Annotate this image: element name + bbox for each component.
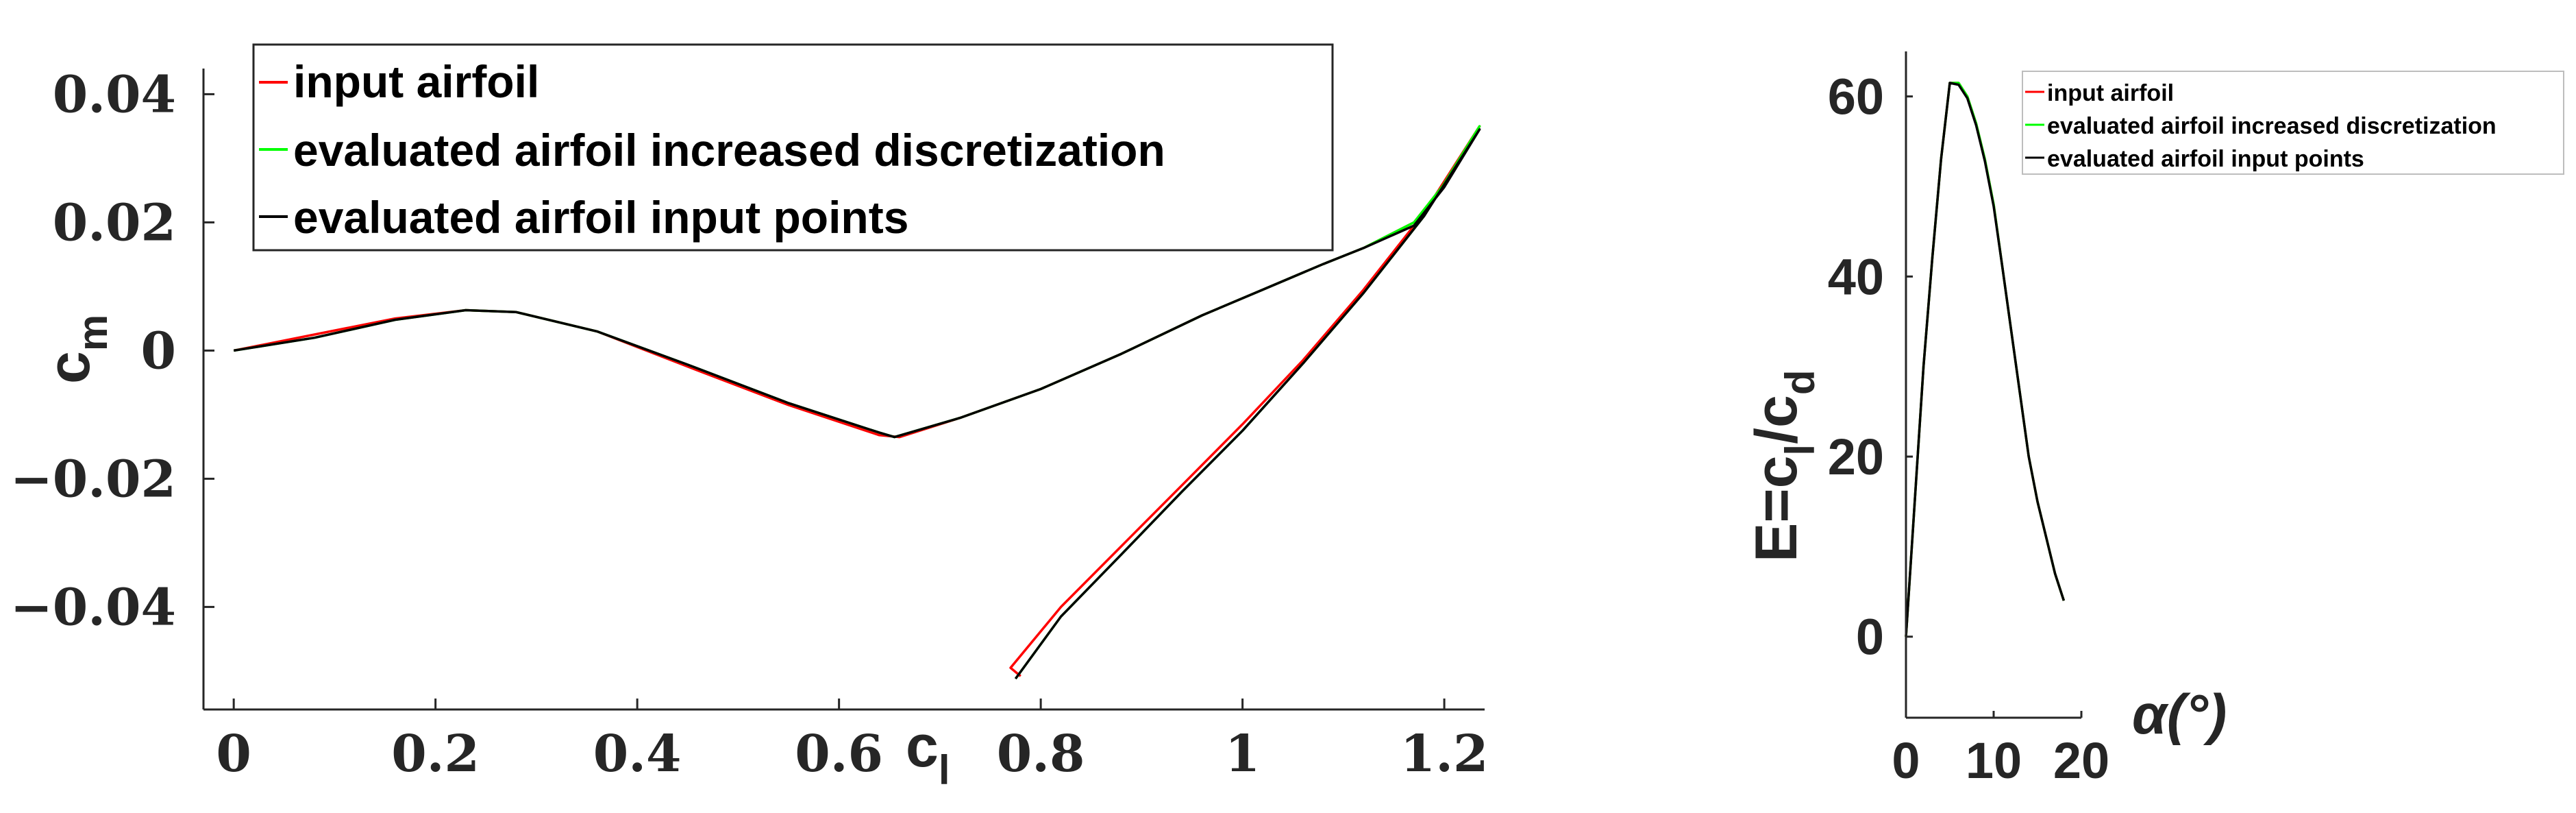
cl-cm-x-tick-labels: 0 0.2 0.4 0.6 0.8 1 1.2 bbox=[216, 725, 1488, 784]
efficiency-axes bbox=[1905, 51, 2083, 719]
efficiency-legend-label-input: input airfoil bbox=[2047, 80, 2174, 106]
efficiency-legend-label-input-points: evaluated airfoil input points bbox=[2047, 146, 2364, 172]
efficiency-series-group bbox=[1905, 82, 2066, 637]
cl-cm-axes bbox=[202, 69, 1485, 711]
cl-cm-y-tick-label: 0 bbox=[141, 321, 177, 380]
efficiency-y-tick-labels: 0 20 40 60 bbox=[1828, 69, 1884, 666]
cl-cm-y-tick-label: 0.04 bbox=[53, 65, 176, 124]
efficiency-x-tick-label: 20 bbox=[2053, 732, 2109, 789]
cl-cm-x-tick-label: 1 bbox=[1225, 725, 1261, 784]
cl-cm-y-axis-label: cm bbox=[36, 315, 116, 384]
efficiency-y-tick-label: 0 bbox=[1856, 609, 1884, 666]
efficiency-legend-box bbox=[2022, 71, 2564, 175]
cl-cm-x-axis-label: cl bbox=[906, 714, 950, 793]
cl-cm-x-tick-label: 1.2 bbox=[1400, 725, 1489, 784]
efficiency-series-input-points bbox=[1905, 82, 2066, 637]
cl-cm-chart: 0 0.2 0.4 0.6 0.8 1 1.2 0.04 0.02 0 −0.02 −0.04 cl… bbox=[10, 43, 1488, 793]
efficiency-legend-label-increased: evaluated airfoil increased discretizati… bbox=[2047, 113, 2497, 139]
efficiency-y-tick-label: 20 bbox=[1828, 428, 1884, 485]
cl-cm-series-group bbox=[233, 125, 1481, 680]
cl-cm-series-input-points bbox=[233, 128, 1481, 680]
efficiency-alpha-chart: 0 10 20 0 20 40 60 α(°) E=cl/cd input airfoil… bbox=[1744, 51, 2564, 789]
efficiency-y-tick-label: 40 bbox=[1828, 248, 1884, 305]
cl-cm-legend-box bbox=[252, 43, 1334, 252]
cl-cm-x-tick-label: 0 bbox=[216, 725, 251, 784]
cl-cm-x-tick-label: 0.2 bbox=[391, 725, 480, 784]
cl-cm-legend-label-input: input airfoil bbox=[293, 56, 539, 107]
efficiency-x-tick-label: 0 bbox=[1892, 732, 1920, 789]
cl-cm-x-tick-label: 0.6 bbox=[795, 725, 883, 784]
efficiency-y-tick-label: 60 bbox=[1828, 69, 1884, 125]
efficiency-x-tick-label: 10 bbox=[1966, 732, 2022, 789]
efficiency-x-tick-labels: 0 10 20 bbox=[1892, 732, 2109, 789]
cl-cm-y-tick-label: 0.02 bbox=[53, 193, 176, 252]
cl-cm-legend: input airfoil evaluated airfoil increase… bbox=[252, 43, 1334, 252]
cl-cm-y-tick-label: −0.02 bbox=[10, 450, 176, 509]
cl-cm-legend-label-increased: evaluated airfoil increased discretizati… bbox=[293, 125, 1165, 175]
cl-cm-x-tick-label: 0.4 bbox=[593, 725, 682, 784]
cl-cm-y-tick-label: −0.04 bbox=[10, 578, 176, 637]
cl-cm-y-tick-labels: 0.04 0.02 0 −0.02 −0.04 bbox=[10, 65, 176, 637]
cl-cm-x-tick-label: 0.8 bbox=[997, 725, 1085, 784]
efficiency-y-axis-label: E=cl/cd bbox=[1744, 370, 1823, 562]
efficiency-x-axis-label: α(°) bbox=[2132, 683, 2227, 746]
cl-cm-legend-label-input-points: evaluated airfoil input points bbox=[293, 192, 908, 243]
efficiency-legend: input airfoil evaluated airfoil increase… bbox=[2022, 71, 2564, 175]
